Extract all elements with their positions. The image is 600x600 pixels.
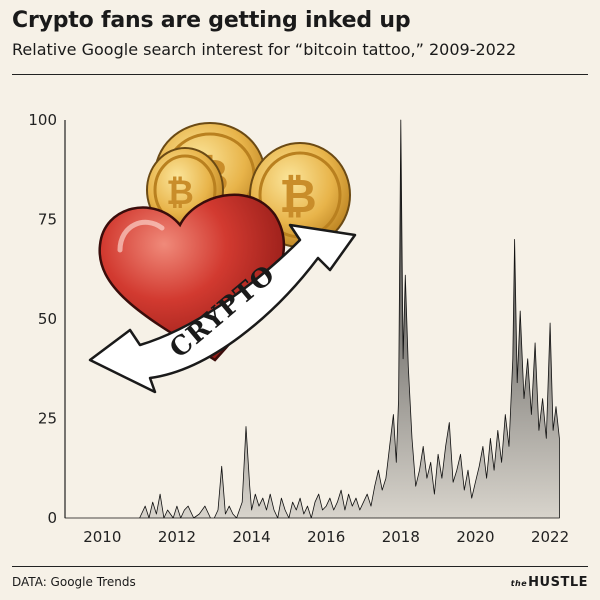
x-tick-label: 2018 (382, 528, 420, 546)
x-tick-label: 2010 (83, 528, 121, 546)
data-source: DATA: Google Trends (12, 575, 136, 589)
y-tick-label: 100 (28, 111, 57, 129)
y-tick-label: 0 (47, 509, 57, 527)
bottom-rule (12, 566, 588, 567)
tattoo-illustration: ₿ ₿ ₿ CRYPTO (88, 122, 357, 394)
brand-prefix: the (510, 579, 528, 588)
brand-name: HUSTLE (528, 575, 588, 590)
axes: 0 25 50 75 100 2010 2012 2014 2016 2018 2020 2022 (28, 111, 569, 546)
area-series (64, 119, 560, 519)
chart-title: Crypto fans are getting inked up (12, 8, 411, 33)
y-tick-label: 25 (38, 410, 57, 428)
coin-symbol: ₿ (166, 173, 194, 213)
x-tick-label: 2022 (531, 528, 569, 546)
heart-highlight (117, 219, 165, 253)
x-tick-label: 2014 (232, 528, 270, 546)
top-rule (12, 74, 588, 75)
y-tick-label: 75 (38, 211, 57, 229)
area-series-path (64, 119, 560, 519)
banner-ribbon (88, 223, 357, 394)
y-tick-label: 50 (38, 310, 57, 328)
chart-subtitle: Relative Google search interest for “bit… (12, 40, 517, 59)
coin-symbol: ₿ (279, 169, 317, 223)
x-tick-label: 2016 (307, 528, 345, 546)
brand-logo: theHUSTLE (511, 575, 588, 590)
x-tick-label: 2020 (456, 528, 494, 546)
x-tick-label: 2012 (158, 528, 196, 546)
